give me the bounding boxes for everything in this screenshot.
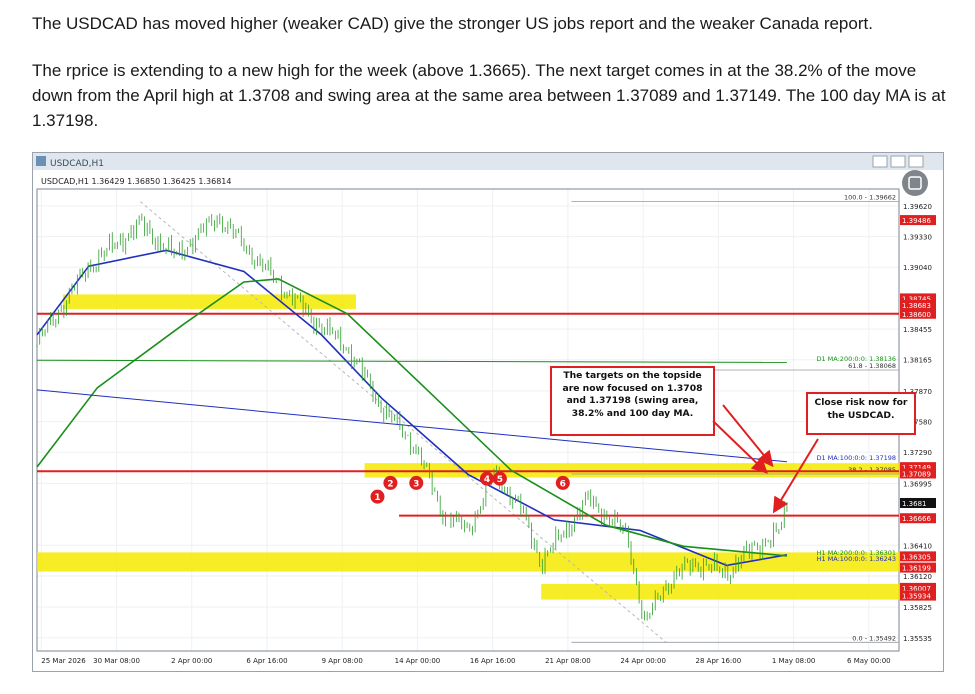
chart-titlebar bbox=[33, 153, 943, 170]
price-box bbox=[900, 299, 936, 310]
level-label: 38.2 - 1.37085 bbox=[848, 466, 896, 474]
price-box-label: 1.36199 bbox=[902, 565, 931, 573]
swing-marker bbox=[370, 489, 385, 504]
x-tick-label: 30 Mar 08:00 bbox=[93, 657, 140, 665]
x-tick-label: 16 Apr 16:00 bbox=[470, 657, 516, 665]
y-tick-label: 1.39620 bbox=[903, 203, 932, 211]
price-box bbox=[900, 308, 936, 319]
chart-window[interactable]: USDCAD,H1 USDCAD,H1 1.36429 1.36850 1.36… bbox=[32, 152, 944, 672]
x-tick-label: 21 Apr 08:00 bbox=[545, 657, 591, 665]
support-resistance-zone bbox=[62, 294, 356, 309]
price-box bbox=[900, 582, 936, 593]
y-tick-label: 1.37870 bbox=[903, 388, 932, 396]
y-tick-label: 1.38455 bbox=[903, 326, 932, 334]
swing-marker-label: 3 bbox=[413, 479, 419, 489]
article-paragraph-2: The rprice is extending to a new high fo… bbox=[32, 61, 946, 130]
swing-marker-label: 6 bbox=[560, 479, 566, 489]
copy-icon-glyph bbox=[908, 176, 922, 190]
y-tick-label: 1.35825 bbox=[903, 604, 932, 612]
swing-marker-label: 5 bbox=[497, 475, 503, 485]
x-tick-label: 25 Mar 2026 bbox=[41, 657, 86, 665]
price-box-label: 1.36305 bbox=[902, 553, 931, 561]
support-resistance-zone bbox=[541, 583, 899, 600]
close-button[interactable] bbox=[908, 155, 924, 168]
annotation-arrow-3 bbox=[772, 438, 819, 514]
y-tick-label: 1.36995 bbox=[903, 480, 932, 488]
y-tick-label: 1.37290 bbox=[903, 449, 932, 457]
x-tick-label: 2 Apr 00:00 bbox=[171, 657, 212, 665]
x-tick-label: 1 May 08:00 bbox=[772, 657, 816, 665]
chart-window-icon bbox=[36, 156, 46, 166]
swing-marker-label: 4 bbox=[484, 475, 490, 485]
level-label: 0.0 - 1.35492 bbox=[852, 634, 896, 642]
price-box-label: 1.39486 bbox=[902, 217, 931, 225]
x-tick-label: 6 Apr 16:00 bbox=[246, 657, 287, 665]
annotation-close-risk-box bbox=[806, 392, 916, 435]
y-tick-label: 1.39040 bbox=[903, 264, 932, 272]
minimize-button[interactable] bbox=[872, 155, 888, 168]
annotation-arrow-1 bbox=[722, 404, 774, 468]
annotation-targets-box bbox=[550, 366, 715, 436]
chart-info-line: USDCAD,H1 1.36429 1.36850 1.36425 1.3681… bbox=[41, 177, 231, 186]
price-box-label: 1.36007 bbox=[902, 585, 931, 593]
price-box bbox=[900, 462, 936, 473]
moving-average-line bbox=[36, 278, 787, 557]
x-tick-label: 24 Apr 00:00 bbox=[620, 657, 666, 665]
swing-marker-label: 1 bbox=[374, 493, 380, 503]
level-label: 61.8 - 1.38068 bbox=[848, 362, 896, 370]
moving-average-line bbox=[36, 359, 787, 363]
y-tick-label: 1.38165 bbox=[903, 357, 932, 365]
price-box-label: 1.37089 bbox=[902, 470, 931, 478]
y-tick-label: 1.36410 bbox=[903, 542, 932, 550]
price-box-label: 1.36666 bbox=[902, 515, 931, 523]
x-tick-label: 14 Apr 00:00 bbox=[395, 657, 441, 665]
level-label: H1 MA:100:0:0: 1.36243 bbox=[817, 555, 896, 563]
moving-average-line bbox=[36, 389, 787, 463]
x-tick-label: 6 May 00:00 bbox=[847, 657, 891, 665]
annotation-close-risk-text: Close risk now for the USDCAD. bbox=[814, 397, 908, 421]
article-paragraph-1: The USDCAD has moved higher (weaker CAD)… bbox=[32, 14, 873, 33]
price-box bbox=[900, 551, 936, 562]
swing-marker-label: 2 bbox=[387, 479, 393, 489]
swing-marker bbox=[555, 475, 570, 490]
price-box-label: 1.37149 bbox=[902, 464, 931, 472]
fibonacci-trendline bbox=[140, 201, 667, 643]
level-label: D1 MA:200:0:0: 1.38136 bbox=[816, 355, 896, 363]
y-tick-label: 1.37580 bbox=[903, 419, 932, 427]
price-box bbox=[900, 497, 936, 508]
price-box bbox=[900, 590, 936, 601]
price-box bbox=[900, 513, 936, 524]
price-box bbox=[900, 293, 936, 304]
annotation-arrow-2 bbox=[712, 420, 768, 474]
swing-marker bbox=[492, 471, 507, 486]
swing-marker bbox=[479, 471, 494, 486]
y-tick-label: 1.35535 bbox=[903, 635, 932, 643]
price-box bbox=[900, 562, 936, 573]
y-tick-label: 1.36120 bbox=[903, 573, 932, 581]
y-tick-label: 1.39330 bbox=[903, 234, 932, 242]
price-box-label: 1.38600 bbox=[902, 311, 931, 319]
maximize-button[interactable] bbox=[890, 155, 906, 168]
price-box-label: 1.38745 bbox=[902, 295, 931, 303]
price-box-label: 1.3681 bbox=[902, 500, 927, 508]
annotation-targets-text: The targets on the topside are now focus… bbox=[562, 370, 703, 419]
x-tick-label: 9 Apr 08:00 bbox=[322, 657, 363, 665]
level-label: 100.0 - 1.39662 bbox=[844, 193, 896, 201]
copy-icon[interactable] bbox=[902, 170, 928, 196]
swing-marker bbox=[383, 475, 398, 490]
support-resistance-zone bbox=[37, 552, 899, 572]
price-box-label: 1.38683 bbox=[902, 302, 931, 310]
x-tick-label: 28 Apr 16:00 bbox=[696, 657, 742, 665]
price-box bbox=[900, 215, 936, 226]
price-box-label: 1.35934 bbox=[902, 593, 931, 601]
level-label: D1 MA:100:0:0: 1.37198 bbox=[816, 454, 896, 462]
chart-tab-title: USDCAD,H1 bbox=[50, 159, 104, 169]
level-label: H1 MA:200:0:0: 1.36301 bbox=[817, 549, 896, 557]
swing-marker bbox=[409, 475, 424, 490]
price-box bbox=[900, 468, 936, 479]
